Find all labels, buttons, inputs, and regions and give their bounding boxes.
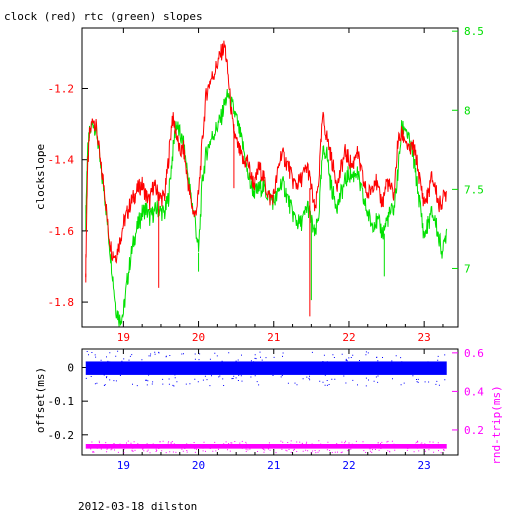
y-tick-label: -0.1 <box>48 395 75 408</box>
x-tick-label: 20 <box>192 459 205 472</box>
y-tick-label: -1.8 <box>48 296 75 309</box>
x-tick-label: 21 <box>267 331 280 344</box>
y-tick-label: 0 <box>67 362 74 375</box>
offset-x-axis: 19 20 21 22 23 <box>117 349 444 472</box>
series-line-rtc <box>85 88 448 327</box>
offset-y-axis-left: 0 -0.1 -0.2 <box>48 362 88 442</box>
slope-x-axis: 19 20 21 22 23 <box>117 28 444 344</box>
slope-series-group <box>85 40 448 327</box>
slope-y-axis-left: -1.2 -1.4 -1.6 -1.8 <box>48 83 88 309</box>
y2-tick-label: 7 <box>464 262 471 275</box>
scatter-band-offset <box>85 361 447 375</box>
chart-title: clock (red) rtc (green) slopes <box>4 10 203 23</box>
y2-tick-label: 8 <box>464 104 471 117</box>
y-tick-label: -1.6 <box>48 225 75 238</box>
x-tick-label: 23 <box>418 459 431 472</box>
x-tick-label: 19 <box>117 331 130 344</box>
scatter-outliers-offset <box>85 350 446 387</box>
x-tick-label: 21 <box>267 459 280 472</box>
series-line-clock <box>85 40 447 283</box>
scatter-band-rnd-trip <box>85 444 447 449</box>
x-tick-label: 23 <box>418 331 431 344</box>
y-tick-label: -0.2 <box>48 429 75 442</box>
footer-caption: 2012-03-18 dilston <box>78 500 197 512</box>
slope-y-axis-right: 8.5 8 7.5 7 <box>452 25 484 275</box>
offset-series-group <box>85 350 447 454</box>
x-tick-label: 22 <box>342 331 355 344</box>
offset-panel-frame <box>81 348 459 456</box>
y-tick-label: -1.4 <box>48 154 75 167</box>
y2-tick-label: 8.5 <box>464 25 484 38</box>
x-tick-label: 19 <box>117 459 130 472</box>
offset-y-axis-right: 0.6 0.4 0.2 <box>452 347 484 437</box>
x-tick-label: 20 <box>192 331 205 344</box>
slope-panel-frame <box>81 27 459 328</box>
rndtrip-y-label: rnd-trip(ms) <box>490 385 503 464</box>
y2-tick-label: 0.6 <box>464 347 484 360</box>
y2-tick-label: 0.2 <box>464 424 484 437</box>
x-tick-label: 22 <box>342 459 355 472</box>
slope-y-label: clockslope <box>34 144 47 210</box>
y2-tick-label: 7.5 <box>464 183 484 196</box>
offset-y-label: offset(ms) <box>34 367 47 433</box>
y-tick-label: -1.2 <box>48 83 75 96</box>
y2-tick-label: 0.4 <box>464 385 484 398</box>
